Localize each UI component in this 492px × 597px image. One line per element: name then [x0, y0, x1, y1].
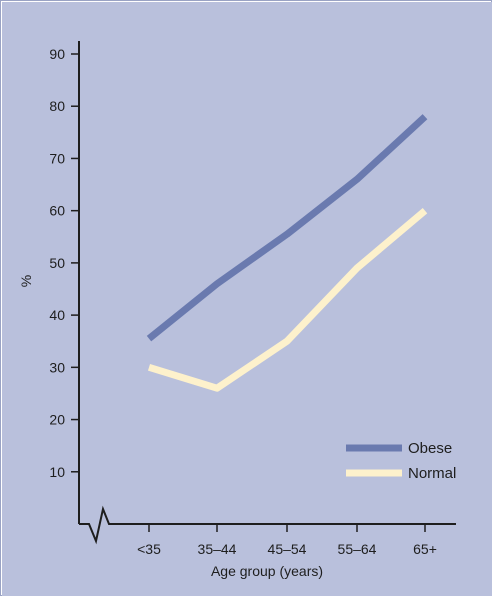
x-axis-line — [79, 505, 456, 545]
y-tick-label: 60 — [49, 203, 65, 219]
x-axis-label: Age group (years) — [211, 563, 323, 579]
series-line-obese — [146, 114, 428, 342]
legend-label-obese: Obese — [408, 440, 452, 457]
legend-label-normal: Normal — [408, 465, 456, 482]
x-tick-label: 65+ — [413, 541, 437, 557]
y-tick-label: 90 — [49, 46, 65, 62]
y-tick-label: 20 — [49, 412, 65, 428]
y-axis-label: % — [18, 275, 34, 287]
x-tick-label: 45–54 — [268, 541, 307, 557]
legend: Obese Normal — [346, 440, 456, 482]
y-tick-label: 10 — [49, 464, 65, 480]
series-line-normal — [147, 208, 428, 392]
x-tick-label: 55–64 — [338, 541, 377, 557]
x-tick-label: 35–44 — [198, 541, 237, 557]
y-tick-label: 30 — [49, 359, 65, 375]
axes: 10 20 30 40 50 60 70 80 90 <35 35–44 45–54 55–64 65+ — [49, 41, 456, 557]
series-lines — [146, 114, 428, 392]
y-tick-label: 40 — [49, 307, 65, 323]
y-tick-label: 80 — [49, 98, 65, 114]
y-tick-label: 70 — [49, 150, 65, 166]
y-tick-label: 50 — [49, 255, 65, 271]
x-tick-label: <35 — [137, 541, 161, 557]
